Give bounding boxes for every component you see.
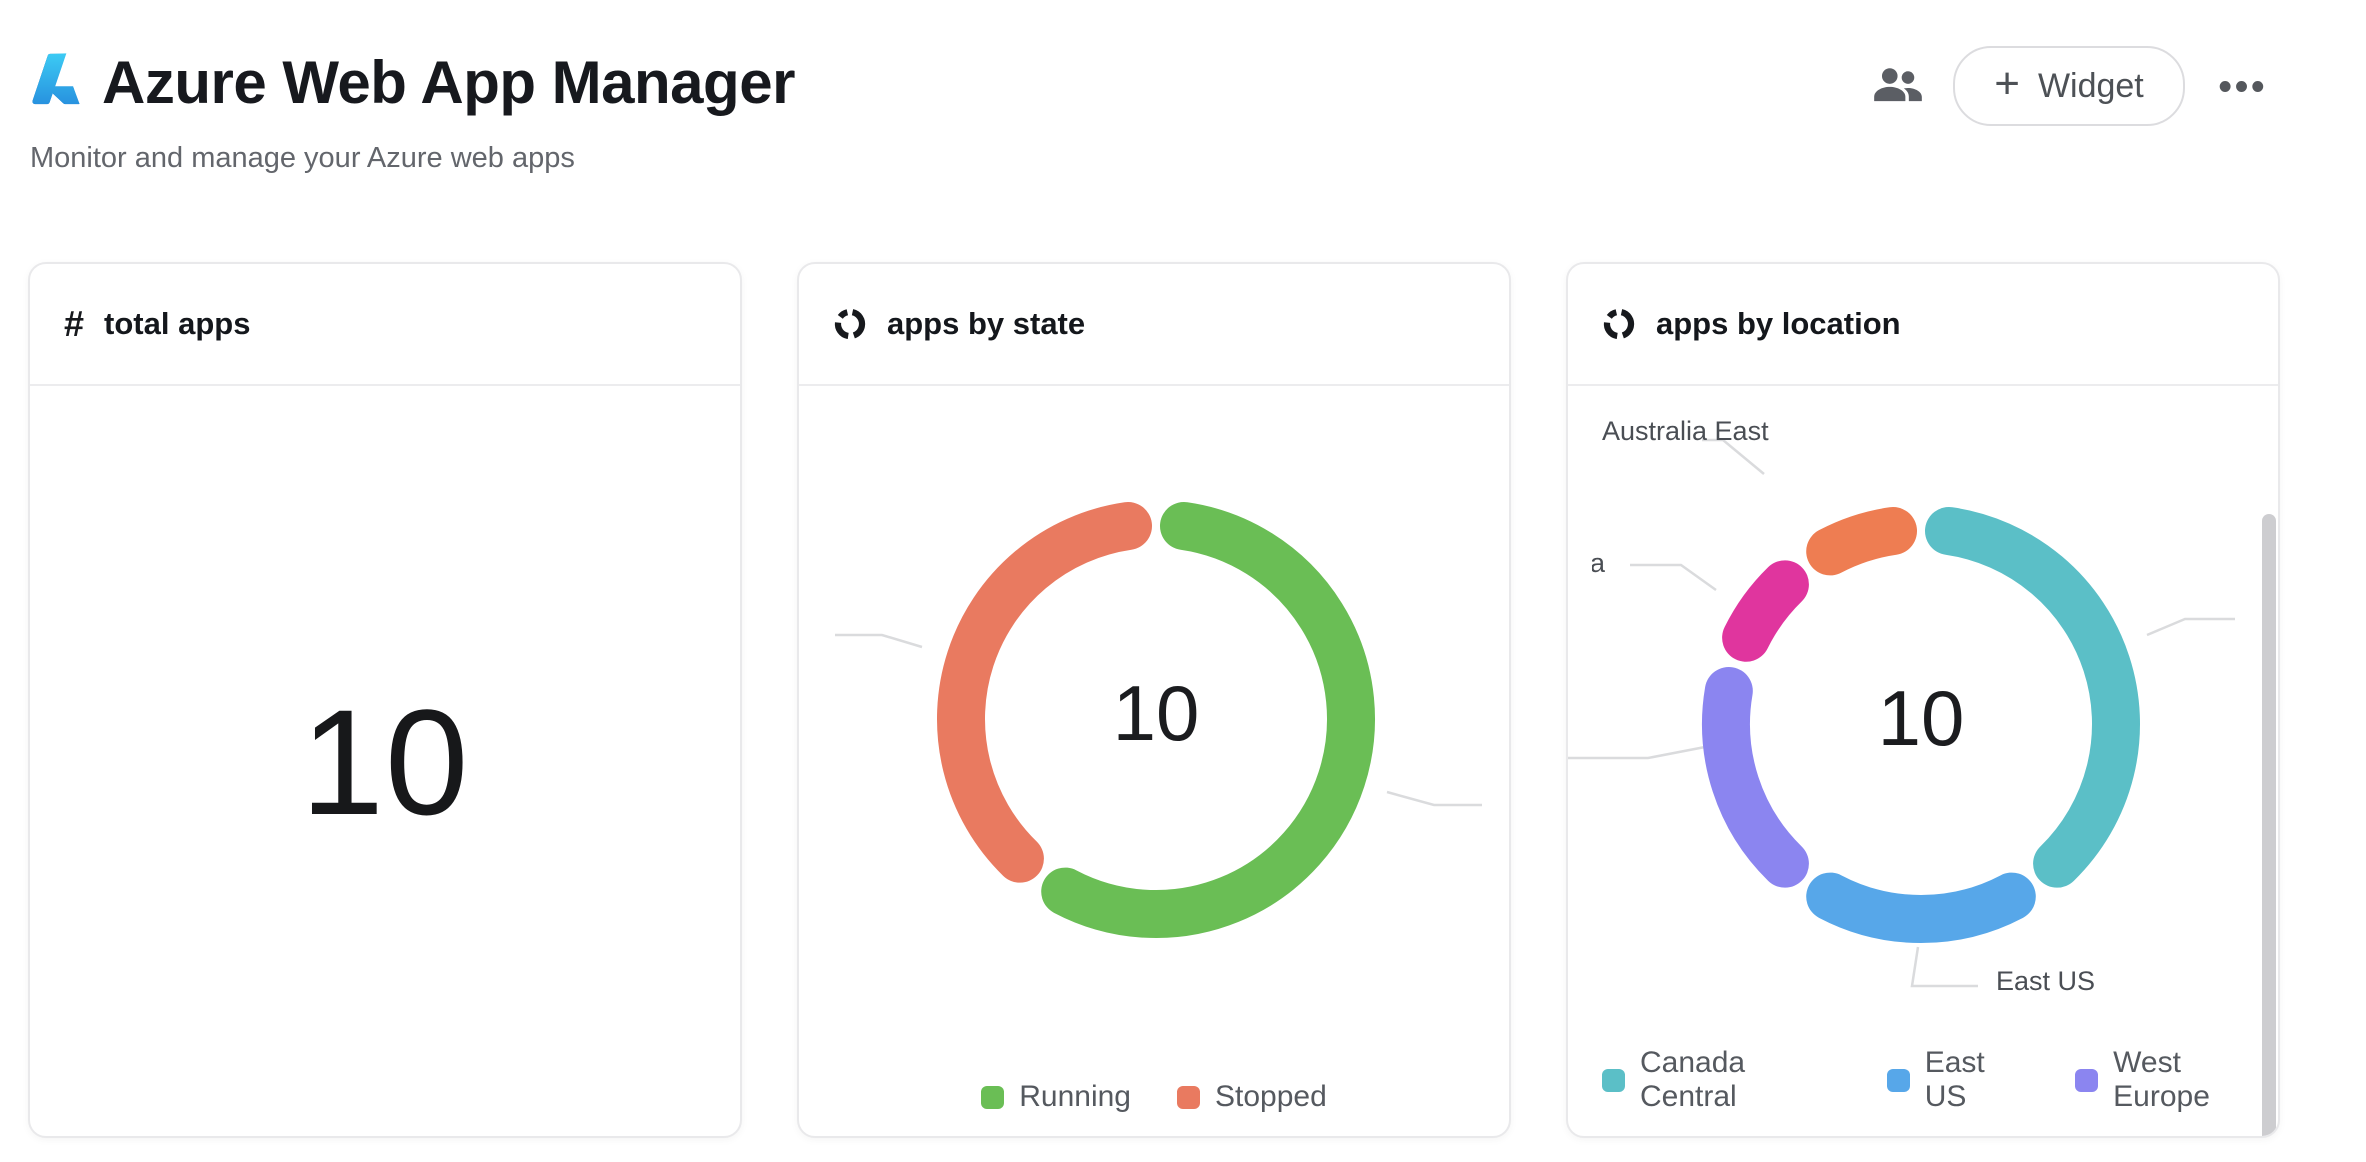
card-apps-by-state-header: apps by state [799, 264, 1509, 386]
donut-chart-icon [1602, 307, 1636, 341]
card-apps-by-location-body: 10 Australia East a East US Canada Centr… [1568, 388, 2278, 1136]
legend-swatch [1602, 1068, 1625, 1092]
legend-item[interactable]: West Europe [2075, 1046, 2278, 1114]
donut-segment-running[interactable] [1041, 502, 1375, 938]
hash-icon: # [64, 303, 85, 344]
total-apps-value: 10 [300, 677, 470, 846]
legend-label: Running [1019, 1080, 1131, 1113]
more-options-button[interactable]: ••• [2208, 52, 2278, 122]
ellipsis-icon: ••• [2218, 65, 2268, 108]
callout-line-australia-east [1702, 438, 1765, 475]
callout-label-australia-east: Australia East [1602, 416, 1769, 446]
legend-label: West Europe [2113, 1046, 2210, 1113]
people-icon [1872, 68, 1924, 112]
legend-item[interactable]: Canada Central [1602, 1046, 1841, 1114]
add-widget-button[interactable]: + Widget [1953, 46, 2185, 126]
donut-segment-unlabeled[interactable] [1722, 560, 1809, 662]
legend-label: Canada Central [1640, 1046, 1746, 1113]
card-apps-by-location-header: apps by location [1568, 264, 2278, 386]
callout-line-running [1386, 790, 1482, 807]
apps-by-state-donut [835, 502, 1482, 938]
card-total-apps: # total apps 10 [28, 262, 742, 1138]
callout-line-stopped [835, 633, 923, 649]
legend-swatch [2075, 1068, 2099, 1092]
legend-label: Stopped [1214, 1080, 1327, 1113]
card-title: apps by state [887, 306, 1086, 341]
callout-line-east-us [1910, 946, 1978, 988]
callout-label-east-us: East US [1996, 966, 2096, 996]
legend-item[interactable]: Running [981, 1080, 1131, 1114]
card-apps-by-state-body: 10 Running Stopped [799, 388, 1509, 1136]
legend-item[interactable]: Stopped [1176, 1080, 1327, 1114]
callout-line-west-europe [1568, 745, 1706, 760]
card-title: total apps [104, 306, 251, 341]
apps-by-state-center-value: 10 [1112, 669, 1200, 757]
donut-segment-stopped[interactable] [937, 502, 1153, 883]
apps-by-location-center-value: 10 [1877, 674, 1965, 762]
legend-item[interactable]: East US [1886, 1046, 2029, 1114]
card-apps-by-state: apps by state 10 Running Stopped [797, 262, 1511, 1138]
donut-segment-east-us[interactable] [1806, 872, 2036, 943]
legend-swatch [981, 1085, 1005, 1109]
apps-by-location-donut [1568, 438, 2235, 988]
donut-chart-icon [833, 307, 867, 341]
legend-swatch [1886, 1068, 1910, 1092]
callout-line-clipped-left [1630, 563, 1717, 592]
legend-label: East US [1924, 1046, 1985, 1113]
donut-segment-canada-central[interactable] [1924, 507, 2140, 888]
card-total-apps-header: # total apps [30, 264, 740, 386]
add-widget-label: Widget [2037, 66, 2144, 105]
page-subtitle: Monitor and manage your Azure web apps [30, 142, 575, 174]
plus-icon: + [1994, 59, 2020, 108]
callout-label-clipped-fragment: a [1592, 548, 1605, 579]
apps-by-location-legend: Canada Central East US West Europe [1602, 1046, 2278, 1114]
card-total-apps-body: 10 [30, 388, 740, 1136]
donut-segment-australia-east[interactable] [1806, 507, 1918, 576]
apps-by-state-legend: Running Stopped [799, 1080, 1509, 1114]
azure-logo [30, 48, 88, 110]
legend-swatch [1176, 1085, 1200, 1109]
card-scrollbar-thumb[interactable] [2262, 514, 2276, 1136]
page-title: Azure Web App Manager [102, 49, 795, 116]
share-users-button[interactable] [1872, 64, 1924, 108]
card-apps-by-location: apps by location 10 Australia East a Eas… [1566, 262, 2280, 1138]
donut-segment-west-europe[interactable] [1702, 666, 1809, 888]
card-title: apps by location [1656, 306, 1901, 341]
callout-line-canada-central [2146, 617, 2235, 637]
